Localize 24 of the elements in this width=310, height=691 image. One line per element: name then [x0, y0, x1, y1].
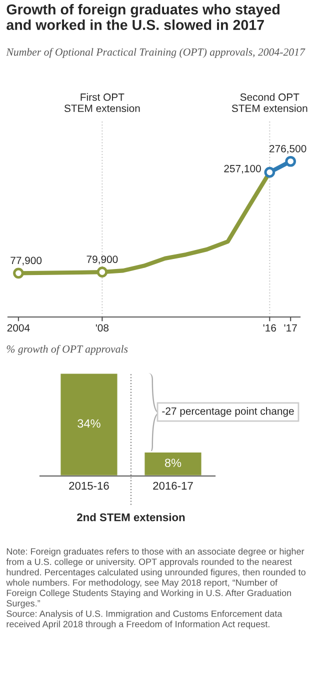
chart-subtitle: Number of Optional Practical Training (OPT) approvals, 2004-2017: [6, 48, 306, 58]
x-tick-label: 2015-16: [69, 482, 109, 490]
ref-line-label: First OPT STEM extension: [64, 93, 140, 112]
chart-title: % growth of OPT approvals: [6, 345, 128, 355]
data-label: 34%: [78, 419, 100, 428]
point: [96, 266, 108, 278]
x-tick-label: '16: [263, 324, 276, 332]
ref-line-label: Second OPT STEM extension: [232, 93, 308, 112]
point: [285, 156, 296, 167]
x-tick-label: '17: [284, 324, 297, 332]
x-tick-label: 2016-17: [153, 482, 193, 490]
annotation: -27 percentage point change: [162, 407, 294, 417]
data-label: 8%: [164, 458, 182, 468]
point: [13, 268, 24, 279]
x-tick-label: '08: [96, 324, 109, 332]
text: Note: Foreign graduates refers to those with an associate degree or higher from a U.S. college or university. OPT approvals rounded to the nearest hundred. Percentages calculated using unrounded figures, then rounded to whole numbers. For methodology, see May 2018 report, “Number of Foreign College Students Staying and Working in U.S. After Graduation Surges.” Source: Analysis of U.S. Immigration and Customs Enforcement data received April 2018 through a Freedom of Information Act request.: [6, 548, 306, 630]
data-label: 257,100: [224, 164, 261, 174]
text: 2nd STEM extension: [77, 513, 185, 522]
chart-title: Growth of foreign graduates who stayed and worked in the U.S. slowed in 2017: [6, 4, 280, 30]
data-label: 77,900: [10, 256, 42, 266]
data-label: 79,900: [86, 256, 118, 264]
data-label: 276,500: [270, 144, 306, 154]
point: [264, 166, 276, 178]
x-tick-label: 2004: [7, 324, 30, 332]
